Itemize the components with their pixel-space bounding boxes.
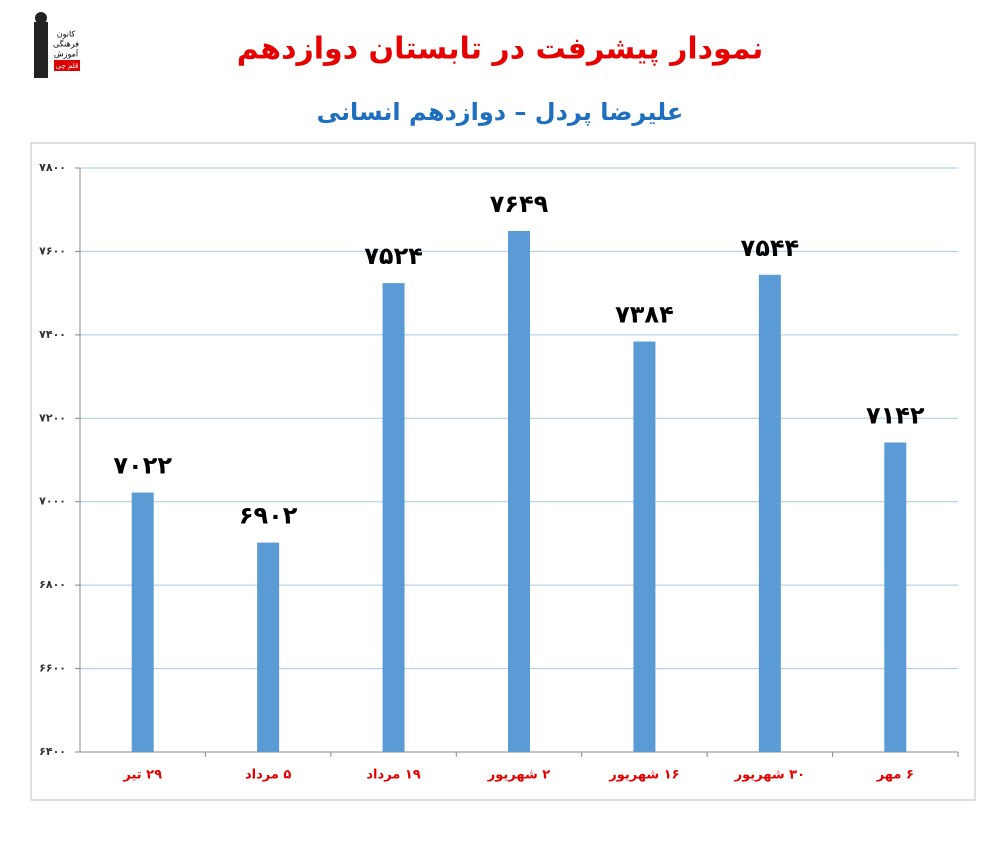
chart-frame [30, 142, 976, 801]
logo-text: کانون [57, 30, 76, 39]
bar [508, 230, 530, 752]
x-tick-label: ۱۹ مرداد [366, 768, 420, 783]
x-tick-label: ۱۶ شهریور [608, 768, 679, 783]
data-label: ۷۵۲۴ [364, 242, 423, 270]
data-label: ۷۱۴۲ [866, 401, 925, 429]
logo-figure [34, 22, 48, 78]
x-tick-label: ۲۹ تیر [122, 768, 162, 783]
logo-text: فرهنگی [53, 39, 79, 49]
logo-head [35, 12, 47, 24]
data-label: ۶۹۰۲ [239, 502, 298, 530]
bar [131, 492, 154, 752]
data-label: ۷۰۲۲ [113, 452, 172, 480]
y-tick-label: ۷۰۰۰ [39, 495, 66, 508]
logo-text: آموزش [54, 49, 79, 59]
x-tick-label: ۳۰ شهریور [734, 768, 805, 783]
logo-badge [54, 60, 80, 71]
chart-title: نمودار پیشرفت در تابستان دوازدهم [237, 32, 763, 67]
bar [257, 542, 280, 752]
y-tick-label: ۷۸۰۰ [39, 161, 66, 174]
bar [884, 442, 907, 752]
y-tick-label: ۷۴۰۰ [39, 328, 66, 341]
bar [633, 341, 656, 752]
data-label: ۷۶۴۹ [490, 190, 549, 218]
y-tick-label: ۷۲۰۰ [39, 411, 66, 424]
bar [382, 283, 405, 752]
chart-subtitle: علیرضا پردل – دوازدهم انسانی [317, 98, 684, 126]
x-tick-label: ۵ مرداد [245, 768, 291, 783]
data-label: ۷۵۴۴ [741, 234, 800, 262]
y-tick-label: ۷۶۰۰ [39, 244, 66, 257]
y-tick-label: ۶۴۰۰ [39, 745, 66, 758]
x-tick-label: ۲ شهریور [487, 768, 551, 783]
y-tick-label: ۶۶۰۰ [39, 662, 66, 675]
x-tick-label: ۶ مهر [876, 768, 914, 783]
bar [758, 274, 781, 752]
logo-text: قلم چی [56, 62, 79, 70]
y-tick-label: ۶۸۰۰ [39, 578, 66, 591]
data-label: ۷۳۸۴ [615, 301, 674, 329]
logo: کانون فرهنگی آموزش قلم چی [34, 12, 80, 78]
